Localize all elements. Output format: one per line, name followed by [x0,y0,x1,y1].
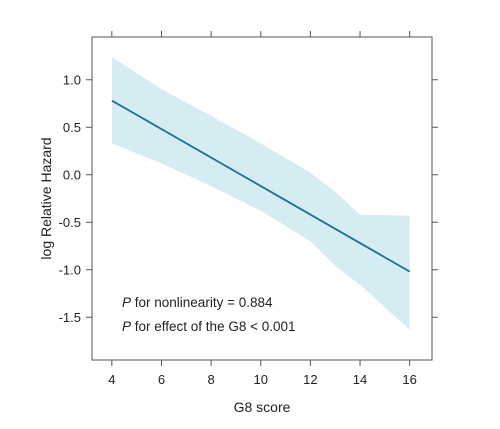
annotation-nonlinearity-p: P [122,295,131,310]
y-tick-label: 0.5 [63,120,81,135]
annotation-nonlinearity-text: for nonlinearity = 0.884 [131,295,273,310]
y-axis-title: log Relative Hazard [38,137,54,259]
y-tick-label: 1.0 [63,72,81,87]
estimate-line [111,99,411,273]
x-axis: 4 6 8 10 12 14 16 [108,31,417,387]
y-tick-label: -0.5 [59,215,81,230]
x-tick-label: 16 [402,372,416,387]
annotation-effect-text: for effect of the G8 < 0.001 [131,319,296,334]
x-axis-title: G8 score [234,399,291,415]
y-tick-label: 0.0 [63,167,81,182]
confidence-band [111,56,410,330]
y-tick-label: -1.5 [59,310,81,325]
x-tick-label: 8 [208,372,215,387]
ci-band-group [111,56,410,330]
x-tick-label: 6 [158,372,165,387]
x-tick-label: 4 [108,372,115,387]
y-axis: 1.0 0.5 0.0 -0.5 -1.0 -1.5 [59,72,438,325]
y-tick-label: -1.0 [59,262,81,277]
x-tick-label: 10 [254,372,268,387]
plot-frame [91,36,433,361]
annotation-nonlinearity: P for nonlinearity = 0.884 [122,295,273,310]
annotation-effect-p: P [122,319,131,334]
x-tick-label: 14 [353,372,367,387]
annotation-effect: P for effect of the G8 < 0.001 [122,319,296,334]
trend-line-group [111,99,411,273]
x-tick-label: 12 [303,372,317,387]
